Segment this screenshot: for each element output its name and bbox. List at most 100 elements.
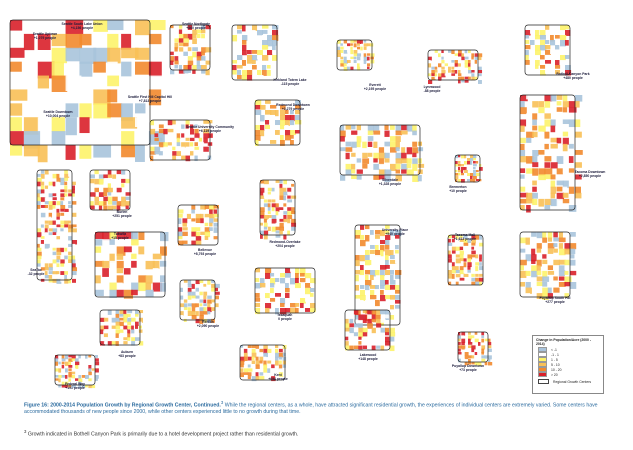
parcel bbox=[154, 146, 161, 153]
parcel bbox=[103, 341, 108, 345]
parcel bbox=[64, 185, 68, 190]
parcel bbox=[252, 50, 258, 54]
parcel bbox=[545, 65, 550, 71]
parcel bbox=[428, 80, 433, 85]
parcel bbox=[111, 333, 117, 337]
parcel bbox=[287, 199, 293, 203]
parcel bbox=[468, 342, 473, 345]
center-map-kent bbox=[239, 344, 288, 382]
parcel bbox=[532, 198, 538, 206]
parcel bbox=[81, 385, 86, 388]
center-map-seattle-south-lake-union bbox=[9, 19, 167, 163]
parcel bbox=[471, 242, 476, 246]
parcel bbox=[287, 207, 292, 211]
parcel bbox=[363, 56, 368, 61]
parcel bbox=[575, 186, 582, 194]
parcel bbox=[52, 251, 57, 256]
parcel bbox=[150, 146, 156, 151]
parcel bbox=[340, 50, 344, 53]
parcel bbox=[365, 280, 372, 287]
parcel bbox=[367, 323, 373, 329]
parcel bbox=[98, 170, 105, 176]
parcel bbox=[148, 75, 167, 87]
parcel bbox=[275, 348, 279, 354]
parcel bbox=[275, 110, 279, 117]
parcel bbox=[360, 46, 363, 51]
parcel bbox=[562, 101, 570, 108]
parcel bbox=[190, 142, 194, 147]
parcel bbox=[395, 255, 401, 260]
parcel bbox=[195, 291, 200, 295]
parcel bbox=[340, 46, 345, 50]
center-boundary bbox=[9, 19, 151, 146]
parcel bbox=[471, 362, 475, 365]
parcel bbox=[135, 310, 139, 315]
parcel bbox=[131, 341, 136, 346]
parcel bbox=[44, 205, 49, 209]
parcel bbox=[431, 63, 435, 67]
parcel bbox=[255, 293, 260, 298]
parcel bbox=[257, 50, 263, 56]
parcel bbox=[575, 131, 582, 138]
parcel bbox=[255, 308, 262, 315]
parcel bbox=[360, 290, 365, 297]
parcel bbox=[395, 240, 400, 246]
center-map-silverdale bbox=[339, 124, 425, 182]
parcel bbox=[384, 175, 391, 182]
parcel bbox=[353, 40, 358, 43]
parcel bbox=[257, 75, 264, 81]
parcel bbox=[61, 358, 66, 362]
parcel bbox=[476, 173, 480, 177]
parcel bbox=[340, 175, 346, 181]
parcel bbox=[362, 341, 366, 346]
parcel bbox=[267, 50, 273, 56]
parcel bbox=[458, 342, 461, 345]
parcel bbox=[68, 385, 72, 388]
parcel bbox=[98, 174, 105, 179]
parcel bbox=[275, 345, 279, 349]
parcel bbox=[60, 220, 66, 225]
center-label-redmond-downtown: Redmond Downtown +3,279 people bbox=[276, 103, 310, 111]
parcel bbox=[285, 120, 290, 126]
parcel bbox=[526, 95, 533, 100]
parcel bbox=[479, 176, 483, 180]
parcel bbox=[459, 277, 465, 281]
parcel bbox=[180, 315, 183, 319]
parcel bbox=[544, 101, 551, 108]
parcel bbox=[247, 75, 253, 81]
parcel bbox=[350, 66, 354, 70]
parcel bbox=[365, 225, 370, 230]
parcel bbox=[242, 45, 247, 51]
parcel bbox=[467, 277, 471, 282]
parcel bbox=[520, 205, 525, 211]
parcel bbox=[100, 329, 104, 335]
parcel bbox=[154, 151, 160, 155]
legend-class-label: -1 - 1 bbox=[551, 352, 559, 357]
parcel bbox=[455, 281, 459, 285]
parcel bbox=[556, 180, 564, 186]
parcel bbox=[300, 278, 306, 283]
parcel bbox=[373, 175, 381, 180]
parcel bbox=[271, 203, 277, 208]
center-map-seattle-northgate bbox=[169, 24, 212, 76]
parcel bbox=[535, 65, 539, 69]
parcel bbox=[375, 250, 381, 257]
parcel bbox=[395, 169, 401, 174]
parcel bbox=[291, 222, 297, 228]
parcel bbox=[204, 236, 209, 240]
parcel bbox=[285, 110, 289, 114]
parcel bbox=[64, 263, 68, 269]
parcel bbox=[186, 213, 191, 219]
parcel bbox=[135, 20, 150, 36]
parcel bbox=[290, 308, 296, 314]
parcel bbox=[198, 151, 203, 155]
parcel bbox=[295, 110, 300, 115]
center-population-change: +1,613 people bbox=[453, 237, 477, 241]
parcel bbox=[570, 259, 576, 266]
parcel bbox=[37, 212, 42, 218]
parcel bbox=[565, 65, 571, 72]
center-boundary bbox=[94, 231, 166, 298]
parcel bbox=[52, 189, 57, 193]
parcel bbox=[295, 120, 302, 125]
parcel bbox=[71, 378, 75, 381]
